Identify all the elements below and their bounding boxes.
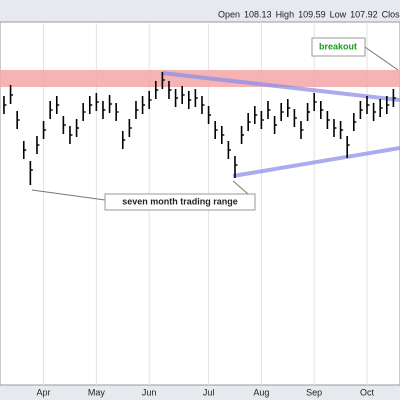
header-label: High (276, 9, 295, 19)
x-tick-label: Apr (37, 387, 51, 397)
trend-line (161, 71, 400, 102)
header: Open 108.13 High 109.59 Low 107.92 Clos (218, 9, 400, 19)
header-value: 107.92 (350, 9, 378, 19)
callout-box (104, 193, 256, 211)
x-tick-label: Aug (253, 387, 269, 397)
x-tick-label: May (88, 387, 106, 397)
header-value: 109.59 (298, 9, 326, 19)
trend-line (232, 146, 400, 178)
annotation: breakout (319, 41, 357, 51)
callout-line (31, 189, 106, 201)
annotation: seven month trading range (122, 196, 238, 206)
x-tick-label: Oct (360, 387, 375, 397)
callout-line (364, 46, 399, 71)
header-label: Low (330, 9, 347, 19)
header-value: 108.13 (244, 9, 272, 19)
x-tick-label: Jul (203, 387, 215, 397)
x-tick-label: Sep (306, 387, 322, 397)
header-label: Open (218, 9, 240, 19)
x-tick-label: Jun (142, 387, 157, 397)
header-label: Clos (382, 9, 400, 19)
callout-box (311, 37, 366, 57)
bars (3, 72, 396, 185)
